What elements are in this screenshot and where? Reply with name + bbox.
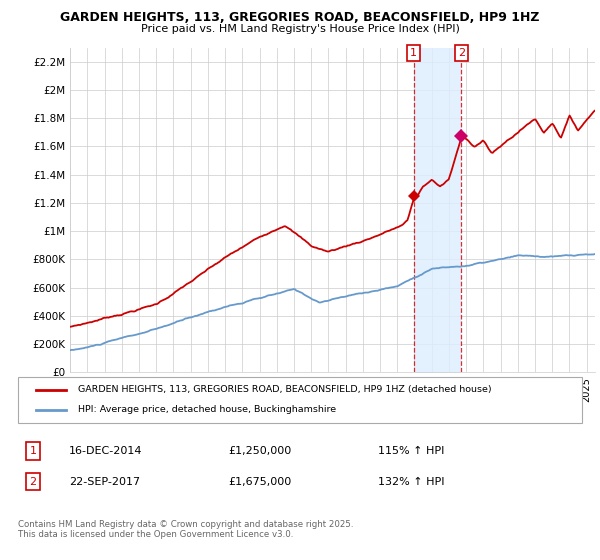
Text: 22-SEP-2017: 22-SEP-2017 xyxy=(69,477,140,487)
Text: 132% ↑ HPI: 132% ↑ HPI xyxy=(378,477,445,487)
Text: Contains HM Land Registry data © Crown copyright and database right 2025.
This d: Contains HM Land Registry data © Crown c… xyxy=(18,520,353,539)
Text: 16-DEC-2014: 16-DEC-2014 xyxy=(69,446,143,456)
Text: 1: 1 xyxy=(410,48,417,58)
Text: 115% ↑ HPI: 115% ↑ HPI xyxy=(378,446,445,456)
Text: GARDEN HEIGHTS, 113, GREGORIES ROAD, BEACONSFIELD, HP9 1HZ (detached house): GARDEN HEIGHTS, 113, GREGORIES ROAD, BEA… xyxy=(78,385,491,394)
Text: £1,250,000: £1,250,000 xyxy=(228,446,291,456)
Text: 2: 2 xyxy=(29,477,37,487)
Text: 1: 1 xyxy=(29,446,37,456)
Text: £1,675,000: £1,675,000 xyxy=(228,477,291,487)
Text: HPI: Average price, detached house, Buckinghamshire: HPI: Average price, detached house, Buck… xyxy=(78,405,336,414)
Text: 2: 2 xyxy=(458,48,465,58)
Text: GARDEN HEIGHTS, 113, GREGORIES ROAD, BEACONSFIELD, HP9 1HZ: GARDEN HEIGHTS, 113, GREGORIES ROAD, BEA… xyxy=(60,11,540,24)
Text: Price paid vs. HM Land Registry's House Price Index (HPI): Price paid vs. HM Land Registry's House … xyxy=(140,24,460,34)
